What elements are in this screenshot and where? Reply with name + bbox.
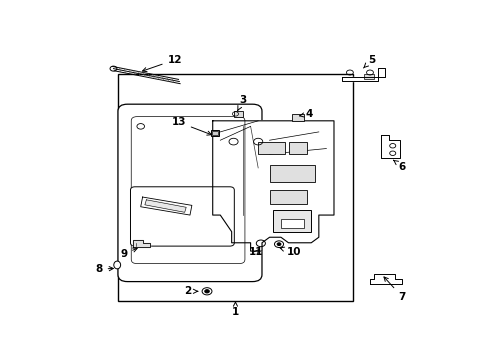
Text: 9: 9 — [120, 248, 137, 259]
Bar — [233, 111, 243, 117]
Ellipse shape — [114, 261, 121, 269]
Text: 4: 4 — [299, 109, 312, 119]
Polygon shape — [144, 200, 186, 212]
Text: 2: 2 — [184, 286, 197, 296]
Bar — [288, 141, 307, 154]
Text: 13: 13 — [171, 117, 211, 135]
Bar — [292, 114, 303, 121]
Text: 6: 6 — [393, 160, 405, 172]
Polygon shape — [381, 135, 400, 158]
Circle shape — [277, 243, 280, 246]
Polygon shape — [212, 121, 333, 251]
Text: 5: 5 — [363, 55, 375, 68]
Bar — [118, 74, 352, 301]
Bar — [280, 219, 303, 228]
Polygon shape — [341, 68, 385, 81]
Text: 10: 10 — [280, 247, 301, 257]
Polygon shape — [133, 240, 150, 247]
Text: 8: 8 — [95, 264, 113, 274]
Bar — [269, 165, 314, 182]
Bar — [210, 130, 219, 136]
Bar — [269, 190, 307, 204]
FancyBboxPatch shape — [118, 104, 262, 282]
Text: 1: 1 — [231, 301, 239, 317]
Polygon shape — [141, 197, 191, 215]
FancyBboxPatch shape — [130, 187, 234, 246]
Bar — [364, 75, 373, 79]
Bar — [273, 210, 311, 232]
Text: 3: 3 — [237, 95, 246, 111]
Text: 12: 12 — [142, 55, 182, 72]
Circle shape — [204, 290, 209, 293]
Text: 7: 7 — [383, 277, 405, 302]
Text: 11: 11 — [248, 247, 263, 257]
Bar — [212, 131, 217, 135]
Polygon shape — [369, 274, 401, 284]
Bar — [258, 141, 284, 154]
